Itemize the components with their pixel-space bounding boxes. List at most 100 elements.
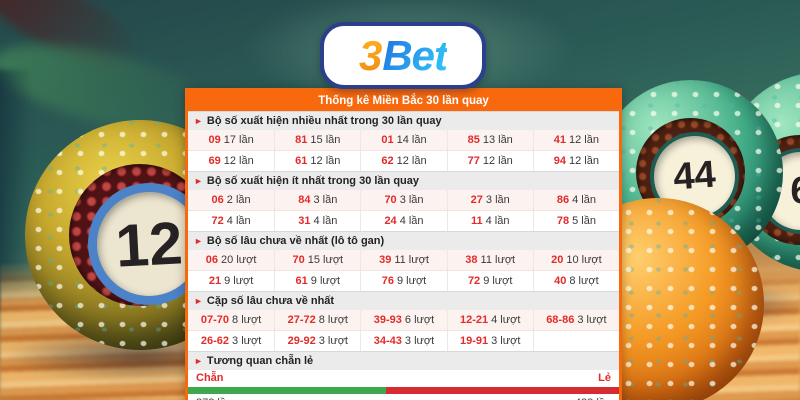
arrow-icon: ► [194, 356, 203, 366]
stat-number: 09 [208, 134, 221, 146]
stat-cell: 39-93 6 lượt [360, 310, 447, 331]
stat-cell [532, 331, 619, 351]
stat-count: 12 lần [396, 155, 427, 167]
stat-number: 40 [554, 275, 567, 287]
stat-count: 12 lần [223, 155, 254, 167]
stat-cell: 01 14 lần [360, 130, 447, 151]
stat-number: 01 [381, 134, 394, 146]
stat-cell: 07-70 8 lượt [188, 310, 275, 331]
panel-title: Thống kê Miền Bắc 30 lần quay [188, 91, 619, 111]
stat-number: 21 [208, 275, 222, 287]
stat-cell: 38 11 lượt [446, 250, 533, 271]
arrow-icon: ► [194, 116, 203, 126]
stat-cell: 62 12 lần [360, 151, 447, 171]
stat-count: 8 lượt [318, 314, 348, 326]
stat-count: 4 lần [226, 215, 251, 227]
even-label: Chẵn [196, 372, 224, 384]
stat-count: 2 lần [226, 194, 251, 206]
stat-number: 61 [295, 275, 308, 287]
stat-cell: 76 9 lượt [360, 271, 447, 291]
stat-number: 19-91 [459, 335, 489, 347]
stat-number: 11 [470, 215, 483, 227]
stat-number: 27-72 [287, 314, 316, 326]
stat-count: 9 lượt [310, 275, 341, 287]
arrow-icon: ► [194, 236, 203, 246]
section-most-frequent: ► Bộ số xuất hiện nhiều nhất trong 30 lần… [188, 111, 619, 171]
stat-number: 26-62 [200, 335, 230, 347]
stats-grid: 06 2 lần 84 3 lần 70 3 lần 27 3 lần 86 4 lần 72 4 l… [188, 190, 619, 231]
stat-cell: 86 4 lần [532, 190, 619, 211]
stat-number: 85 [467, 134, 480, 146]
stat-number: 29-92 [287, 335, 316, 347]
stat-number: 76 [381, 275, 394, 287]
stat-number: 39-93 [373, 314, 402, 326]
stat-count: 4 lần [485, 215, 510, 227]
stat-cell: 34-43 3 lượt [360, 331, 447, 351]
stat-cell: 40 8 lượt [532, 271, 619, 291]
stat-number: 24 [384, 215, 397, 227]
stat-cell: 12-21 4 lượt [446, 310, 533, 331]
stat-cell: 70 15 lượt [274, 250, 361, 271]
logo-part-3: 3 [358, 31, 382, 79]
stat-count: 20 lượt [221, 254, 257, 266]
stat-number: 70 [384, 194, 397, 206]
stat-cell: 81 15 lần [274, 130, 361, 151]
stat-number: 07-70 [200, 314, 230, 326]
stat-cell: 20 10 lượt [532, 250, 619, 271]
stat-count: 4 lượt [491, 314, 521, 326]
stat-number: 72 [467, 275, 481, 287]
stat-count: 9 lượt [483, 275, 513, 287]
stat-number: 41 [553, 134, 567, 146]
stat-cell: 09 17 lần [188, 130, 275, 151]
stat-number: 34-43 [373, 335, 402, 347]
stat-count: 3 lần [313, 194, 338, 206]
stat-number: 27 [470, 194, 483, 206]
stat-count: 4 lần [572, 194, 596, 206]
stat-count: 12 lần [482, 155, 513, 167]
stat-number: 38 [465, 254, 478, 266]
stat-number: 77 [467, 155, 480, 167]
stat-number: 12-21 [459, 314, 489, 326]
section-title: Bộ số lâu chưa về nhất (lô tô gan) [206, 235, 385, 247]
stat-cell: 26-62 3 lượt [188, 331, 275, 351]
stat-count: 4 lần [399, 215, 424, 227]
stat-count: 15 lượt [307, 254, 344, 266]
section-header: ► Cặp số lâu chưa về nhất [188, 291, 619, 310]
stat-number: 70 [292, 254, 305, 266]
section-even-odd: ►Tương quan chẵn lẻ Chẵn Lẻ 372 lần 438 … [188, 351, 619, 400]
section-title: Bộ số xuất hiện nhiều nhất trong 30 lần … [206, 115, 442, 127]
stat-number: 86 [556, 194, 570, 206]
stats-panel: Thống kê Miền Bắc 30 lần quay ► Bộ số xuấ… [185, 88, 622, 400]
section-title: Tương quan chẵn lẻ [206, 355, 314, 367]
stat-cell: 06 2 lần [188, 190, 275, 211]
section-header: ► Bộ số xuất hiện nhiều nhất trong 30 lần… [188, 111, 619, 130]
stat-cell: 72 4 lần [188, 211, 275, 231]
stat-cell: 61 12 lần [274, 151, 361, 171]
stat-cell: 06 20 lượt [188, 250, 275, 271]
section-pairs-absent: ► Cặp số lâu chưa về nhất 07-70 8 lượt 27-7… [188, 291, 619, 351]
stat-number: 20 [551, 254, 564, 266]
stat-number: 31 [298, 215, 311, 227]
stat-cell: 69 12 lần [188, 151, 275, 171]
stat-cell: 70 3 lần [360, 190, 447, 211]
stat-number: 81 [295, 134, 308, 146]
stat-count: 14 lần [396, 134, 427, 146]
section-title: Cặp số lâu chưa về nhất [206, 295, 335, 307]
stat-count: 6 lượt [404, 314, 435, 326]
parity-counts: 372 lần 438 lần [188, 394, 619, 400]
stat-count: 3 lượt [491, 335, 521, 347]
stat-number: 61 [295, 155, 308, 167]
stat-cell: 85 13 lần [446, 130, 533, 151]
stat-count: 8 lượt [232, 314, 262, 326]
stats-grid: 09 17 lần 81 15 lần 01 14 lần 85 13 lần 41 12 lần… [188, 130, 619, 171]
stat-cell: 39 11 lượt [360, 250, 447, 271]
3bet-logo[interactable]: 3Bet [320, 22, 486, 89]
stats-grid: 07-70 8 lượt 27-72 8 lượt 39-93 6 lượt 12-21 4 … [188, 310, 619, 351]
stat-count: 3 lượt [318, 335, 348, 347]
stat-count: 12 lần [310, 155, 341, 167]
stat-cell: 72 9 lượt [446, 271, 533, 291]
stat-count: 10 lượt [566, 254, 602, 266]
section-header: ► Bộ số xuất hiện ít nhất trong 30 lần qu… [188, 171, 619, 190]
stat-count: 12 lần [569, 155, 599, 167]
